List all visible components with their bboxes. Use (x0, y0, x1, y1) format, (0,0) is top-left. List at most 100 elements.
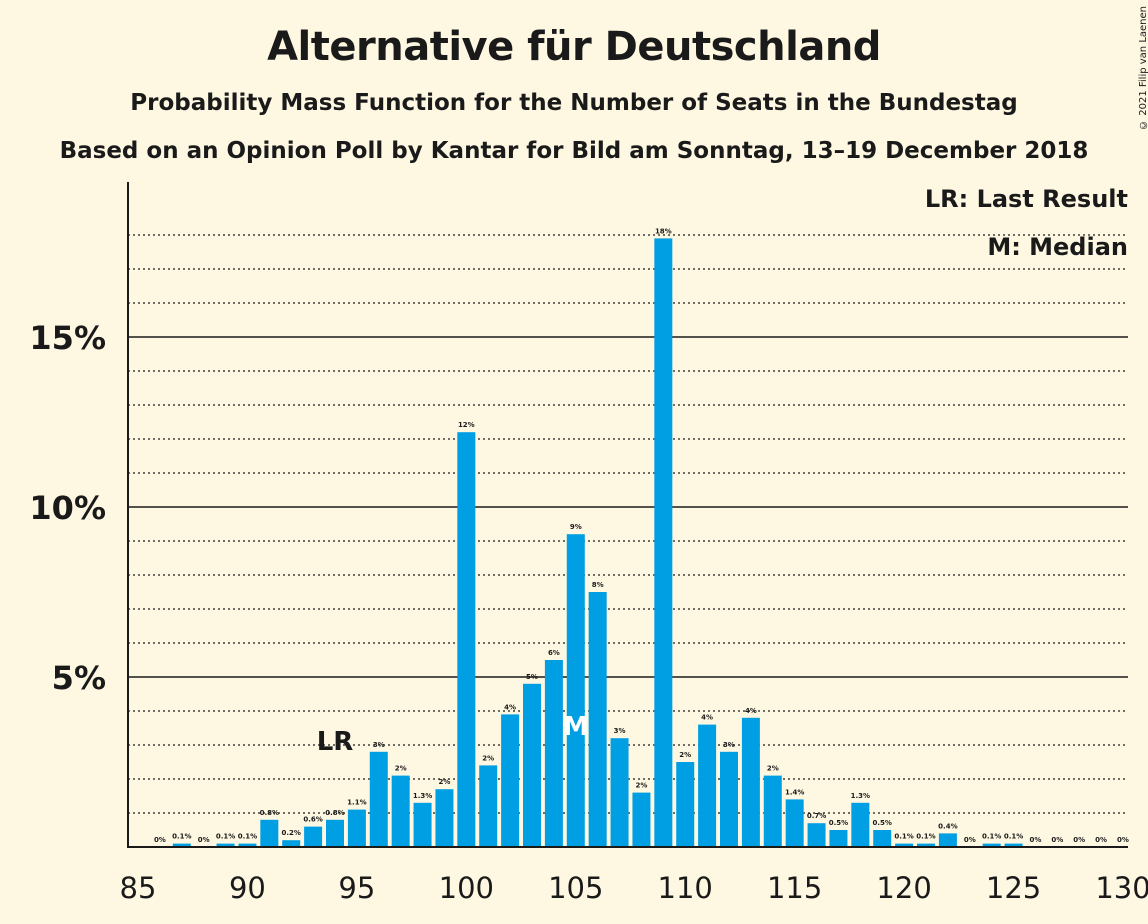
y-tick-label: 10% (29, 489, 106, 527)
data-label: 0% (964, 836, 976, 844)
data-label: 3% (723, 741, 735, 749)
bar (282, 840, 301, 847)
legend-median: M: Median (987, 233, 1128, 261)
x-tick-label: 115 (767, 871, 822, 905)
legend-last-result: LR: Last Result (924, 185, 1128, 213)
data-label: 2% (679, 751, 691, 759)
bar (369, 751, 388, 847)
data-label: 0.1% (894, 833, 913, 841)
bar (391, 775, 410, 847)
bar (544, 660, 563, 847)
bar (785, 799, 804, 847)
bar (523, 683, 541, 847)
data-label: 0.4% (938, 822, 957, 830)
data-label: 18% (655, 227, 672, 235)
chart-title: Alternative für Deutschland (267, 24, 881, 70)
bar (435, 789, 454, 847)
data-label: 4% (701, 714, 713, 722)
data-label: 5% (526, 673, 538, 681)
data-label: 1.3% (413, 792, 432, 800)
data-label: 4% (504, 703, 516, 711)
data-label: 0.1% (172, 833, 191, 841)
bar (260, 819, 279, 847)
y-tick-label: 5% (52, 659, 106, 697)
data-label: 0% (1095, 836, 1107, 844)
bar (238, 843, 257, 847)
x-tick-label: 120 (876, 871, 931, 905)
data-label: 0.1% (916, 833, 935, 841)
data-label: 0.8% (325, 809, 344, 817)
data-label: 0.1% (982, 833, 1001, 841)
y-tick-label: 15% (29, 319, 106, 357)
bar (413, 802, 432, 847)
data-label: 1.4% (785, 788, 804, 796)
x-tick-label: 125 (986, 871, 1041, 905)
data-label: 3% (373, 741, 385, 749)
x-tick-label: 85 (120, 871, 157, 905)
data-label: 0% (154, 836, 166, 844)
bar (501, 714, 520, 847)
bar (216, 843, 235, 847)
x-tick-label: 95 (338, 871, 375, 905)
data-label: 0% (1029, 836, 1041, 844)
bar (457, 432, 476, 847)
bar (698, 724, 717, 847)
bar (610, 738, 629, 847)
data-label: 0.5% (829, 819, 848, 827)
bar (588, 592, 607, 847)
data-label: 2% (635, 782, 647, 790)
data-label: 0.1% (238, 833, 257, 841)
x-tick-label: 90 (229, 871, 266, 905)
data-label: 0% (198, 836, 210, 844)
bar (873, 830, 892, 847)
x-tick-label: 110 (658, 871, 713, 905)
data-label: 2% (438, 778, 450, 786)
data-label: 8% (592, 581, 604, 589)
bar (851, 802, 870, 847)
data-label: 12% (458, 421, 475, 429)
data-label: 0.2% (282, 829, 301, 837)
bar (566, 534, 585, 847)
bar (829, 830, 848, 847)
data-label: 6% (548, 649, 560, 657)
data-label: 0.8% (260, 809, 279, 817)
data-label: 0.5% (873, 819, 892, 827)
data-label: 2% (482, 754, 494, 762)
data-label: 0.6% (303, 816, 322, 824)
bar (720, 751, 738, 847)
data-label: 3% (614, 727, 626, 735)
bar (304, 826, 323, 847)
bar (917, 843, 935, 847)
bar (895, 843, 914, 847)
bar (654, 238, 673, 847)
bar (347, 809, 366, 847)
bar (807, 823, 826, 847)
bar (1004, 843, 1023, 847)
bar (326, 819, 344, 847)
data-label: 1.3% (851, 792, 870, 800)
bar (741, 717, 760, 847)
bar (172, 843, 191, 847)
bar (632, 792, 651, 847)
x-tick-label: 100 (439, 871, 494, 905)
data-label: 9% (570, 523, 582, 531)
data-label: 1.1% (347, 799, 366, 807)
data-label: 0% (1073, 836, 1085, 844)
bar (479, 765, 498, 847)
data-label: 0% (1051, 836, 1063, 844)
bar (676, 762, 695, 847)
data-label: 0% (1117, 836, 1129, 844)
median-marker: M (563, 712, 589, 742)
last-result-marker: LR (317, 727, 354, 757)
bar (982, 843, 1001, 847)
data-label: 0.1% (216, 833, 235, 841)
bar (763, 775, 782, 847)
chart-subtitle: Probability Mass Function for the Number… (130, 90, 1018, 116)
data-label: 0.7% (807, 812, 826, 820)
chart-subtitle-source: Based on an Opinion Poll by Kantar for B… (59, 138, 1089, 164)
bar (938, 833, 957, 847)
x-tick-label: 130 (1095, 871, 1148, 905)
data-label: 2% (767, 765, 779, 773)
data-label: 0.1% (1004, 833, 1023, 841)
